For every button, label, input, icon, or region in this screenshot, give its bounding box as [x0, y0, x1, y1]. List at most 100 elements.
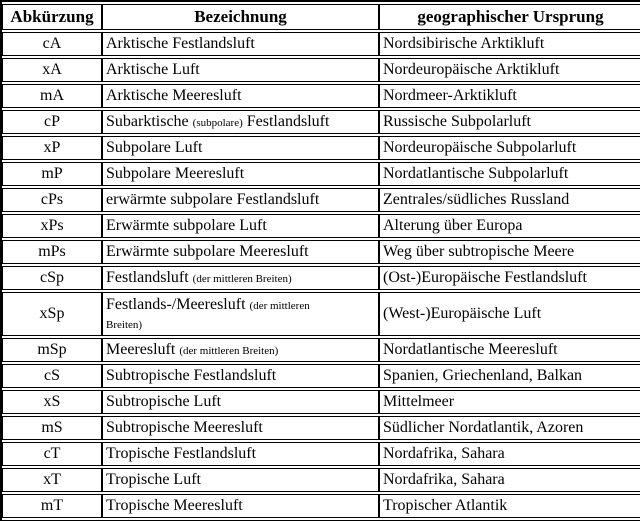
abbr-cell: xT	[2, 468, 102, 492]
abbr-cell: cT	[2, 442, 102, 466]
origin-cell: Russische Subpolarluft	[379, 110, 640, 134]
abbr-cell: cP	[2, 110, 102, 134]
origin-cell: Nordsibirische Arktikluft	[379, 32, 640, 56]
origin-cell: Nordeuropäische Subpolarluft	[379, 136, 640, 160]
origin-cell: Nordafrika, Sahara	[379, 442, 640, 466]
header-geographischer-ursprung: geographischer Ursprung	[379, 4, 640, 30]
name-text: Meeresluft	[106, 341, 180, 359]
abbr-cell: cS	[2, 364, 102, 388]
table-row: xS Subtropische Luft Mittelmeer	[2, 390, 640, 414]
name-text: Subtropische Festlandsluft	[106, 367, 277, 385]
name-text: erwärmte subpolare Festlandsluft	[106, 191, 320, 209]
abbr-cell: xSp	[2, 292, 102, 336]
name-note: (subpolare)	[192, 117, 243, 130]
table-row: mP Subpolare Meeresluft Nordatlantische …	[2, 162, 640, 186]
origin-cell: Nordmeer-Arktikluft	[379, 84, 640, 108]
name-text: Subtropische Luft	[106, 393, 222, 411]
table-row: mPs Erwärmte subpolare Meeresluft Weg üb…	[2, 240, 640, 264]
name-text: Subtropische Meeresluft	[106, 419, 263, 437]
name-cell: Tropische Festlandsluft	[102, 442, 379, 466]
origin-cell: Tropischer Atlantik	[379, 494, 640, 518]
name-note: (der mittleren Breiten)	[179, 345, 279, 358]
origin-cell: (Ost-)Europäische Festlandsluft	[379, 266, 640, 290]
origin-cell: Zentrales/südliches Russland	[379, 188, 640, 212]
name-text: Subarktische	[106, 113, 193, 131]
origin-cell: Nordatlantische Subpolarluft	[379, 162, 640, 186]
abbr-cell: xS	[2, 390, 102, 414]
name-text: Tropische Luft	[106, 471, 201, 489]
origin-cell: Alterung über Europa	[379, 214, 640, 238]
abbr-cell: cPs	[2, 188, 102, 212]
table-row: cT Tropische Festlandsluft Nordafrika, S…	[2, 442, 640, 466]
table-row: xA Arktische Luft Nordeuropäische Arktik…	[2, 58, 640, 82]
table-row: cPs erwärmte subpolare Festlandsluft Zen…	[2, 188, 640, 212]
abbr-cell: xP	[2, 136, 102, 160]
header-bezeichnung: Bezeichnung	[102, 4, 379, 30]
table-row: cP Subarktische (subpolare) Festlandsluf…	[2, 110, 640, 134]
name-cell: Subtropische Luft	[102, 390, 379, 414]
name-text: Arktische Luft	[106, 61, 200, 79]
name-cell: Tropische Luft	[102, 468, 379, 492]
name-cell: Subpolare Luft	[102, 136, 379, 160]
table-row: cA Arktische Festlandsluft Nordsibirisch…	[2, 32, 640, 56]
table-row: mT Tropische Meeresluft Tropischer Atlan…	[2, 494, 640, 518]
origin-cell: Mittelmeer	[379, 390, 640, 414]
name-cell: Arktische Meeresluft	[102, 84, 379, 108]
name-text: Subpolare Luft	[106, 139, 203, 157]
name-text: Festlands-/Meeresluft	[106, 295, 250, 313]
table-row: cSp Festlandsluft (der mittleren Breiten…	[2, 266, 640, 290]
name-cell: Arktische Festlandsluft	[102, 32, 379, 56]
name-text: Tropische Meeresluft	[106, 497, 243, 515]
table-row: mSp Meeresluft (der mittleren Breiten) N…	[2, 338, 640, 362]
name-text: Arktische Festlandsluft	[106, 35, 255, 53]
table-row: cS Subtropische Festlandsluft Spanien, G…	[2, 364, 640, 388]
name-cell: Erwärmte subpolare Meeresluft	[102, 240, 379, 264]
abbr-cell: mT	[2, 494, 102, 518]
table-row: mS Subtropische Meeresluft Südlicher Nor…	[2, 416, 640, 440]
table-header: Abkürzung Bezeichnung geographischer Urs…	[2, 4, 640, 30]
name-text: Subpolare Meeresluft	[106, 165, 245, 183]
origin-cell: Nordafrika, Sahara	[379, 468, 640, 492]
table-row: xPs Erwärmte subpolare Luft Alterung übe…	[2, 214, 640, 238]
table-row: xP Subpolare Luft Nordeuropäische Subpol…	[2, 136, 640, 160]
name-cell: Arktische Luft	[102, 58, 379, 82]
origin-cell: Spanien, Griechenland, Balkan	[379, 364, 640, 388]
abbr-cell: mSp	[2, 338, 102, 362]
origin-cell: Weg über subtropische Meere	[379, 240, 640, 264]
name-text: Festlandsluft	[106, 269, 193, 287]
header-abkuerzung: Abkürzung	[2, 4, 102, 30]
name-note: (der mittleren Breiten)	[106, 299, 310, 331]
abbr-cell: xA	[2, 58, 102, 82]
name-note: (der mittleren Breiten)	[192, 273, 292, 286]
name-cell: Meeresluft (der mittleren Breiten)	[102, 338, 379, 362]
abbr-cell: cA	[2, 32, 102, 56]
name-cell: erwärmte subpolare Festlandsluft	[102, 188, 379, 212]
name-text: Erwärmte subpolare Meeresluft	[106, 243, 309, 261]
table-row: mA Arktische Meeresluft Nordmeer-Arktikl…	[2, 84, 640, 108]
origin-cell: Nordeuropäische Arktikluft	[379, 58, 640, 82]
header-row: Abkürzung Bezeichnung geographischer Urs…	[2, 4, 640, 30]
abbr-cell: mP	[2, 162, 102, 186]
name-cell: Tropische Meeresluft	[102, 494, 379, 518]
name-cell: Subtropische Meeresluft	[102, 416, 379, 440]
name-cell: Erwärmte subpolare Luft	[102, 214, 379, 238]
name-cell: Subtropische Festlandsluft	[102, 364, 379, 388]
name-text: Arktische Meeresluft	[106, 87, 242, 105]
abbr-cell: mPs	[2, 240, 102, 264]
origin-cell: (West-)Europäische Luft	[379, 292, 640, 336]
abbr-cell: xPs	[2, 214, 102, 238]
abbr-cell: mA	[2, 84, 102, 108]
table-row: xSp Festlands-/Meeresluft (der mittleren…	[2, 292, 640, 336]
name-cell: Festlands-/Meeresluft (der mittleren Bre…	[102, 292, 379, 336]
name-cell: Subpolare Meeresluft	[102, 162, 379, 186]
abbr-cell: cSp	[2, 266, 102, 290]
origin-cell: Nordatlantische Meeresluft	[379, 338, 640, 362]
name-cell: Subarktische (subpolare) Festlandsluft	[102, 110, 379, 134]
table-row: xT Tropische Luft Nordafrika, Sahara	[2, 468, 640, 492]
name-text: Tropische Festlandsluft	[106, 445, 257, 463]
table-body: cA Arktische Festlandsluft Nordsibirisch…	[2, 32, 640, 518]
name-text: Erwärmte subpolare Luft	[106, 217, 267, 235]
abbr-cell: mS	[2, 416, 102, 440]
